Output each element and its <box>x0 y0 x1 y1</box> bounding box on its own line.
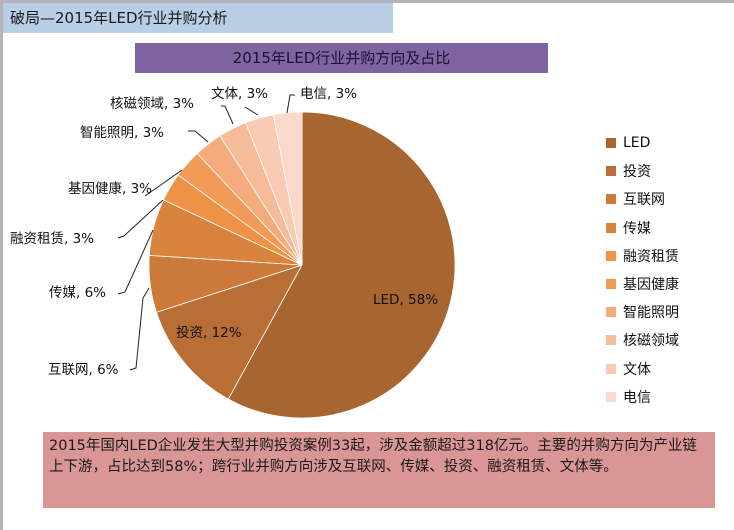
data-label-internet: 互联网, 6% <box>48 362 119 378</box>
chart-legend: LED 投资 互联网 传媒 融资租赁 基因健康 智能照明 核磁领域 文体 电信 <box>606 129 679 411</box>
legend-swatch <box>606 166 616 177</box>
data-label-invest: 投资, 12% <box>176 325 242 341</box>
summary-textbox: 2015年国内LED企业发生大型并购投资案例33起，涉及金额超过318亿元。主要… <box>43 432 715 508</box>
data-label-media: 传媒, 6% <box>49 285 106 301</box>
legend-item: 传媒 <box>606 214 679 242</box>
leader-line-9 <box>286 94 295 114</box>
leader-line-6 <box>188 130 209 143</box>
pie-slice-1 <box>155 264 303 400</box>
legend-swatch <box>606 194 616 205</box>
data-label-mri: 核磁领域, 3% <box>110 96 194 112</box>
legend-item: 核磁领域 <box>606 326 679 354</box>
pie-slice-0 <box>227 111 456 419</box>
legend-swatch <box>606 250 616 261</box>
data-label-telecom: 电信, 3% <box>300 86 357 102</box>
chart-title: 2015年LED行业并购方向及占比 <box>135 43 548 73</box>
window-top-border <box>0 0 734 3</box>
leader-line-8 <box>244 106 259 116</box>
data-label-genetic-health: 基因健康, 3% <box>68 181 152 197</box>
legend-item: LED <box>606 129 679 157</box>
legend-item: 互联网 <box>606 185 679 213</box>
leader-line-4 <box>117 199 164 239</box>
data-label-smart-lighting: 智能照明, 3% <box>80 125 164 141</box>
legend-item: 电信 <box>606 383 679 411</box>
legend-swatch <box>606 363 616 374</box>
leader-line-5 <box>144 169 183 197</box>
legend-swatch <box>606 279 616 290</box>
leader-line-3 <box>117 229 154 295</box>
window-left-border <box>0 0 3 530</box>
legend-item: 基因健康 <box>606 270 679 298</box>
legend-swatch <box>606 335 616 346</box>
legend-item: 智能照明 <box>606 298 679 326</box>
leader-line-2 <box>129 287 150 371</box>
legend-swatch <box>606 391 616 402</box>
page-header: 破局—2015年LED行业并购分析 <box>3 3 393 33</box>
data-label-sports: 文体, 3% <box>211 86 268 102</box>
data-label-leasing: 融资租赁, 3% <box>10 231 94 247</box>
data-label-led: LED, 58% <box>373 292 439 308</box>
legend-swatch <box>606 307 616 318</box>
leader-line-7 <box>221 105 234 125</box>
legend-swatch <box>606 222 616 233</box>
legend-item: 融资租赁 <box>606 242 679 270</box>
legend-swatch <box>606 138 616 149</box>
legend-item: 文体 <box>606 355 679 383</box>
pie-slice-9 <box>272 111 303 266</box>
legend-item: 投资 <box>606 157 679 185</box>
